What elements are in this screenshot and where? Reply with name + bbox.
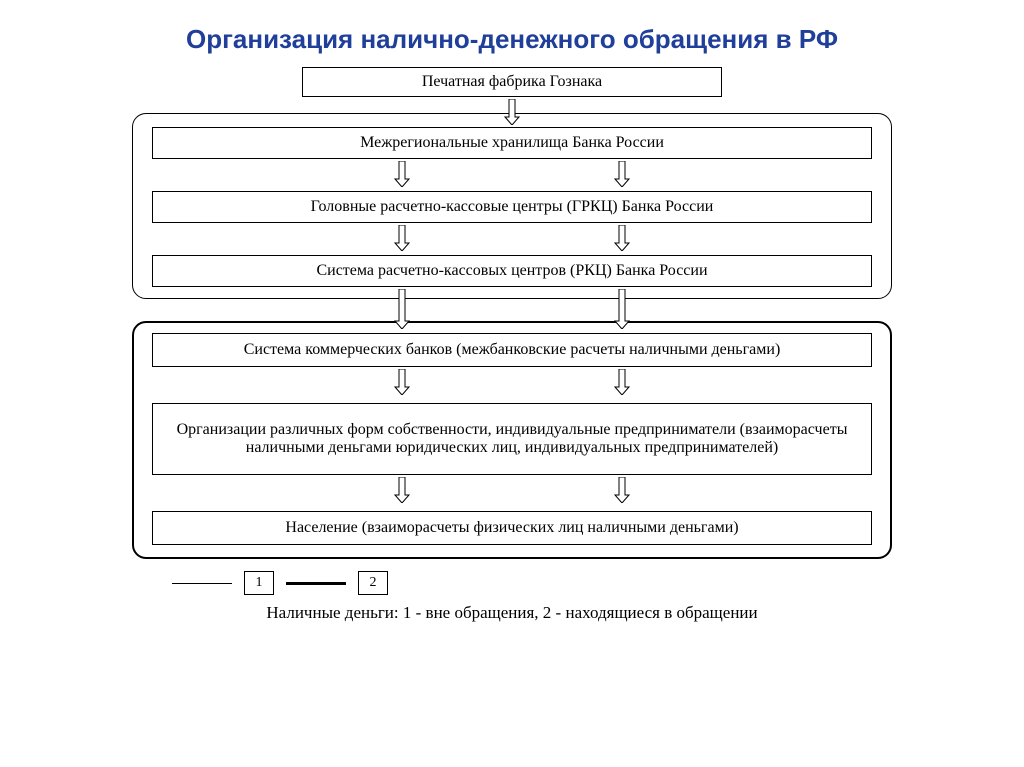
page-title: Организация налично-денежного обращения … — [0, 0, 1024, 67]
down-arrow-icon — [614, 369, 628, 395]
flow-diagram: Печатная фабрика Гознака Межрегиональные … — [72, 67, 952, 667]
flow-box-b7: Население (взаиморасчеты физических лиц … — [152, 511, 872, 545]
flow-box-b6: Организации различных форм собственности… — [152, 403, 872, 475]
down-arrow-icon — [614, 161, 628, 187]
flow-box-b1: Печатная фабрика Гознака — [302, 67, 722, 97]
legend-label-box: 2 — [358, 571, 388, 595]
down-arrow-icon — [394, 289, 408, 329]
down-arrow-icon — [614, 289, 628, 329]
down-arrow-icon — [614, 477, 628, 503]
legend-line — [286, 582, 346, 585]
flow-box-b3: Головные расчетно-кассовые центры (ГРКЦ)… — [152, 191, 872, 223]
flow-box-label: Головные расчетно-кассовые центры (ГРКЦ)… — [311, 198, 714, 216]
flow-box-label: Организации различных форм собственности… — [165, 421, 859, 457]
flow-box-b4: Система расчетно-кассовых центров (РКЦ) … — [152, 255, 872, 287]
flow-box-label: Межрегиональные хранилища Банка России — [360, 134, 664, 152]
flow-box-label: Система расчетно-кассовых центров (РКЦ) … — [316, 262, 707, 280]
title-text: Организация налично-денежного обращения … — [186, 24, 838, 54]
legend-label-box: 1 — [244, 571, 274, 595]
down-arrow-icon — [504, 99, 518, 125]
legend-caption: Наличные деньги: 1 - вне обращения, 2 - … — [72, 603, 952, 623]
flow-box-b5: Система коммерческих банков (межбанковск… — [152, 333, 872, 367]
down-arrow-icon — [394, 225, 408, 251]
flow-box-label: Система коммерческих банков (межбанковск… — [244, 341, 781, 359]
down-arrow-icon — [394, 161, 408, 187]
down-arrow-icon — [394, 477, 408, 503]
flow-box-label: Печатная фабрика Гознака — [422, 73, 602, 91]
down-arrow-icon — [394, 369, 408, 395]
flow-box-label: Население (взаиморасчеты физических лиц … — [285, 519, 738, 537]
legend-line — [172, 583, 232, 584]
down-arrow-icon — [614, 225, 628, 251]
legend: 12 — [172, 571, 388, 595]
flow-box-b2: Межрегиональные хранилища Банка России — [152, 127, 872, 159]
